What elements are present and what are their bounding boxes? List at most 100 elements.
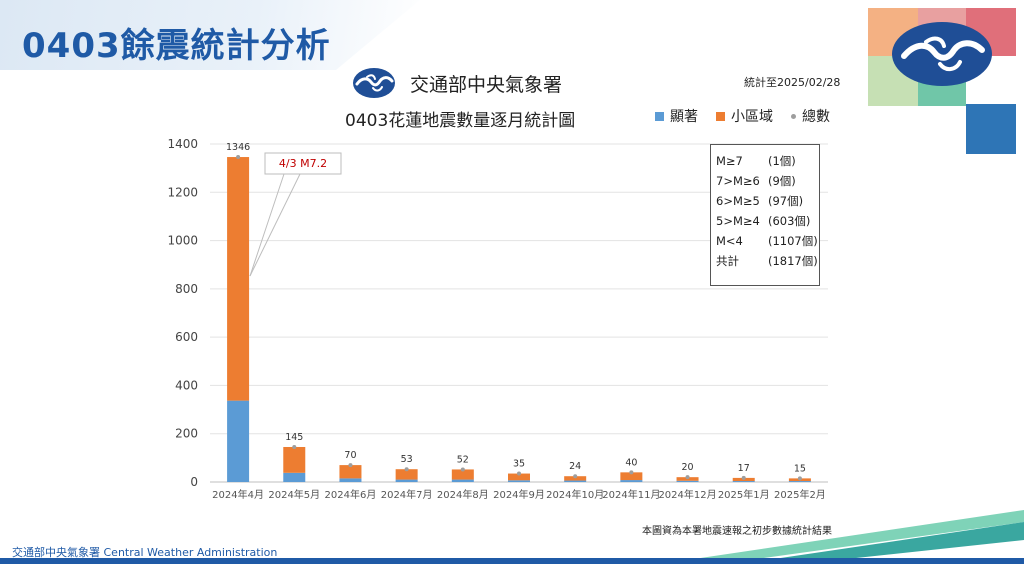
annotation-leader-line [249,173,301,277]
bar-significant [732,481,755,482]
agency-name: 交通部中央氣象署 [410,73,563,96]
stats-value: (603個) [768,214,811,228]
bar-significant [339,478,362,482]
legend-marker-total [791,113,796,119]
stats-value: (9個) [768,174,796,188]
legend-item-local: 小區域 [716,106,773,126]
stats-row: 7>M≥6 (9個) [716,171,819,191]
data-label-total: 15 [794,463,806,474]
total-marker [236,155,241,160]
footer-decoration [660,510,1024,564]
stat-date: 統計至2025/02/28 [744,76,841,89]
stats-label: M<4 [716,234,743,248]
title-background-band [0,0,420,70]
legend-item-significant: 顯著 [655,106,698,126]
data-label-total: 70 [344,450,356,461]
stats-value: (1個) [768,154,796,168]
total-marker [292,444,297,449]
footer-agency-text: 交通部中央氣象署 Central Weather Administration [12,546,278,559]
data-label-total: 145 [285,432,303,443]
y-tick-label: 1200 [167,185,198,199]
cwa-wave-logo-icon [353,68,395,98]
slide-title: 0403餘震統計分析 [22,26,331,66]
y-tick-label: 400 [175,378,198,392]
agency-header: 交通部中央氣象署 [352,66,562,100]
stats-value: (97個) [768,194,804,208]
x-tick-label: 2024年7月 [381,488,433,501]
bar-significant [283,472,306,482]
chart-legend: 顯著 小區域 總數 [655,106,830,126]
x-tick-label: 2024年8月 [437,488,489,501]
stats-row: M≥7 (1個) [716,151,819,171]
stats-label: 共計 [716,254,739,268]
data-label-total: 40 [625,457,637,468]
data-label-total: 1346 [226,142,250,153]
annotation-text: 4/3 M7.2 [279,157,327,170]
bar-significant [676,480,699,482]
bar-significant [395,479,418,482]
data-label-total: 53 [401,454,413,465]
total-marker [460,467,465,472]
corner-logo [866,6,1016,156]
stats-label: M≥7 [716,154,743,168]
legend-swatch-local [716,111,725,121]
stats-label: 6>M≥5 [716,194,760,208]
data-label-total: 35 [513,459,525,470]
bar-local [227,157,250,401]
stats-row: 共計 (1817個) [716,251,819,271]
stats-row: M<4 (1107個) [716,231,819,251]
stats-label: 7>M≥6 [716,174,760,188]
x-tick-label: 2024年9月 [493,488,545,501]
bar-local [283,446,306,473]
y-tick-label: 200 [175,427,198,441]
x-tick-label: 2025年2月 [774,488,826,501]
bar-local [508,473,530,481]
stats-row: 6>M≥5 (97個) [716,191,819,211]
total-marker [573,474,578,479]
total-marker [797,476,802,481]
total-marker [517,471,521,476]
bar-local [564,476,587,481]
data-label-total: 52 [457,454,469,465]
x-tick-label: 2024年5月 [268,488,320,501]
total-marker [629,470,634,475]
data-label-total: 20 [681,462,693,473]
x-tick-label: 2024年12月 [658,488,716,501]
annotation-callout-box [264,152,342,175]
x-tick-label: 2024年4月 [212,488,264,501]
stats-row: 5>M≥4 (603個) [716,211,819,231]
footer-bar [0,558,1024,564]
total-marker [404,467,409,472]
legend-item-total: 總數 [791,106,830,126]
y-tick-label: 1000 [167,234,198,248]
cwa-logo-icon [892,22,992,86]
y-tick-label: 0 [190,475,198,489]
magnitude-stats-box: M≥7 (1個) 7>M≥6 (9個) 6>M≥5 (97個) 5>M≥4 (6… [710,144,820,286]
legend-label-local: 小區域 [731,109,773,125]
stats-value: (1817個) [768,254,818,268]
bar-significant [620,480,643,482]
total-marker [741,475,746,480]
total-marker [348,463,353,468]
y-tick-label: 1400 [167,137,198,151]
x-tick-label: 2025年1月 [718,488,770,501]
x-tick-label: 2024年10月 [546,488,604,501]
bar-significant [227,400,250,482]
legend-swatch-significant [655,111,664,121]
legend-label-significant: 顯著 [670,109,698,125]
total-marker [685,475,690,480]
data-label-total: 17 [738,463,750,474]
annotation-leader-line [249,173,285,277]
bar-significant [564,480,587,482]
x-tick-label: 2024年6月 [325,488,377,501]
bar-local [395,469,418,480]
bar-significant [451,479,474,482]
legend-label-total: 總數 [802,109,830,125]
data-label-total: 24 [569,461,581,472]
y-tick-label: 800 [175,282,198,296]
stats-value: (1107個) [768,234,818,248]
bar-local [451,469,474,480]
y-tick-label: 600 [175,330,198,344]
bar-local [620,472,643,481]
